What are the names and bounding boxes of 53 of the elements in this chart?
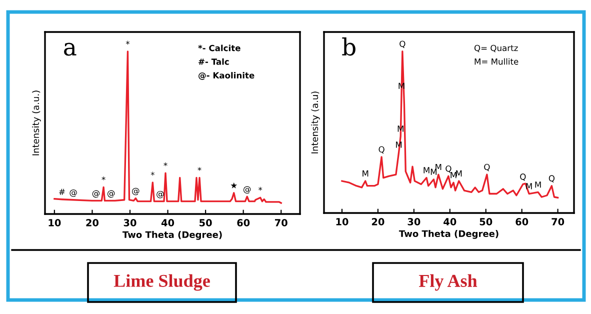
- y-axis-title: Intensity (a.u): [311, 92, 320, 154]
- x-tick-label: 50: [480, 218, 492, 226]
- text: Lime Sludge: [114, 274, 210, 291]
- annotation: *: [258, 186, 262, 191]
- annotation: #- Talc: [198, 58, 229, 65]
- x-tick-label: 10: [336, 218, 348, 226]
- annotation: Q: [378, 146, 384, 154]
- x-tick-label: 10: [48, 219, 61, 226]
- annotation: *: [150, 172, 154, 176]
- annotation: M: [450, 172, 456, 178]
- x-tick-label: 40: [444, 218, 456, 226]
- x-tick-label: 20: [86, 219, 99, 226]
- annotation: M: [436, 164, 442, 170]
- annotation: M: [362, 170, 368, 176]
- annotation: *: [164, 162, 168, 166]
- annotation: @: [243, 186, 251, 194]
- annotation: @- Kaolinite: [198, 72, 254, 80]
- annotation: Q= Quartz: [474, 44, 518, 52]
- x-tick-label: 50: [200, 219, 212, 226]
- annotation: *: [126, 40, 130, 45]
- x-tick-label: 70: [274, 219, 288, 226]
- annotation: M: [456, 170, 462, 176]
- x-axis-title: Two Theta (Degree): [398, 230, 498, 239]
- annotation: @: [107, 190, 115, 198]
- x-axis-title: Two Theta (Degree): [122, 231, 222, 240]
- y-axis-title: Intensity (a.u.): [32, 90, 41, 156]
- text: *- Calcite: [198, 44, 240, 52]
- x-tick-label: 20: [372, 218, 384, 226]
- x-tick-label: 70: [552, 218, 564, 226]
- annotation: Q: [446, 165, 452, 173]
- annotation: Q: [520, 174, 526, 181]
- annotation: @: [132, 188, 140, 196]
- x-tick-label: 60: [516, 218, 528, 226]
- x-tick-label: 60: [237, 219, 250, 226]
- annotation: Q: [484, 164, 490, 172]
- annotation: ★: [230, 182, 238, 188]
- text: Fly Ash: [418, 274, 478, 291]
- annotation: *: [102, 176, 106, 180]
- annotation: @: [92, 190, 100, 198]
- annotation: Q: [548, 175, 555, 182]
- annotation: M: [535, 182, 541, 188]
- annotation: M: [424, 167, 430, 174]
- annotation: @: [70, 189, 77, 197]
- annotation: Q: [400, 40, 406, 48]
- annotation: M= Mullite: [474, 58, 518, 65]
- annotation: *: [198, 167, 202, 171]
- chart-title: a: [64, 42, 76, 56]
- x-tick-label: 40: [161, 219, 174, 226]
- annotation: #: [59, 188, 65, 195]
- x-tick-label: 30: [408, 218, 420, 226]
- chart-title: b: [342, 37, 356, 56]
- x-tick-label: 30: [124, 219, 136, 226]
- annotation: M: [430, 168, 436, 175]
